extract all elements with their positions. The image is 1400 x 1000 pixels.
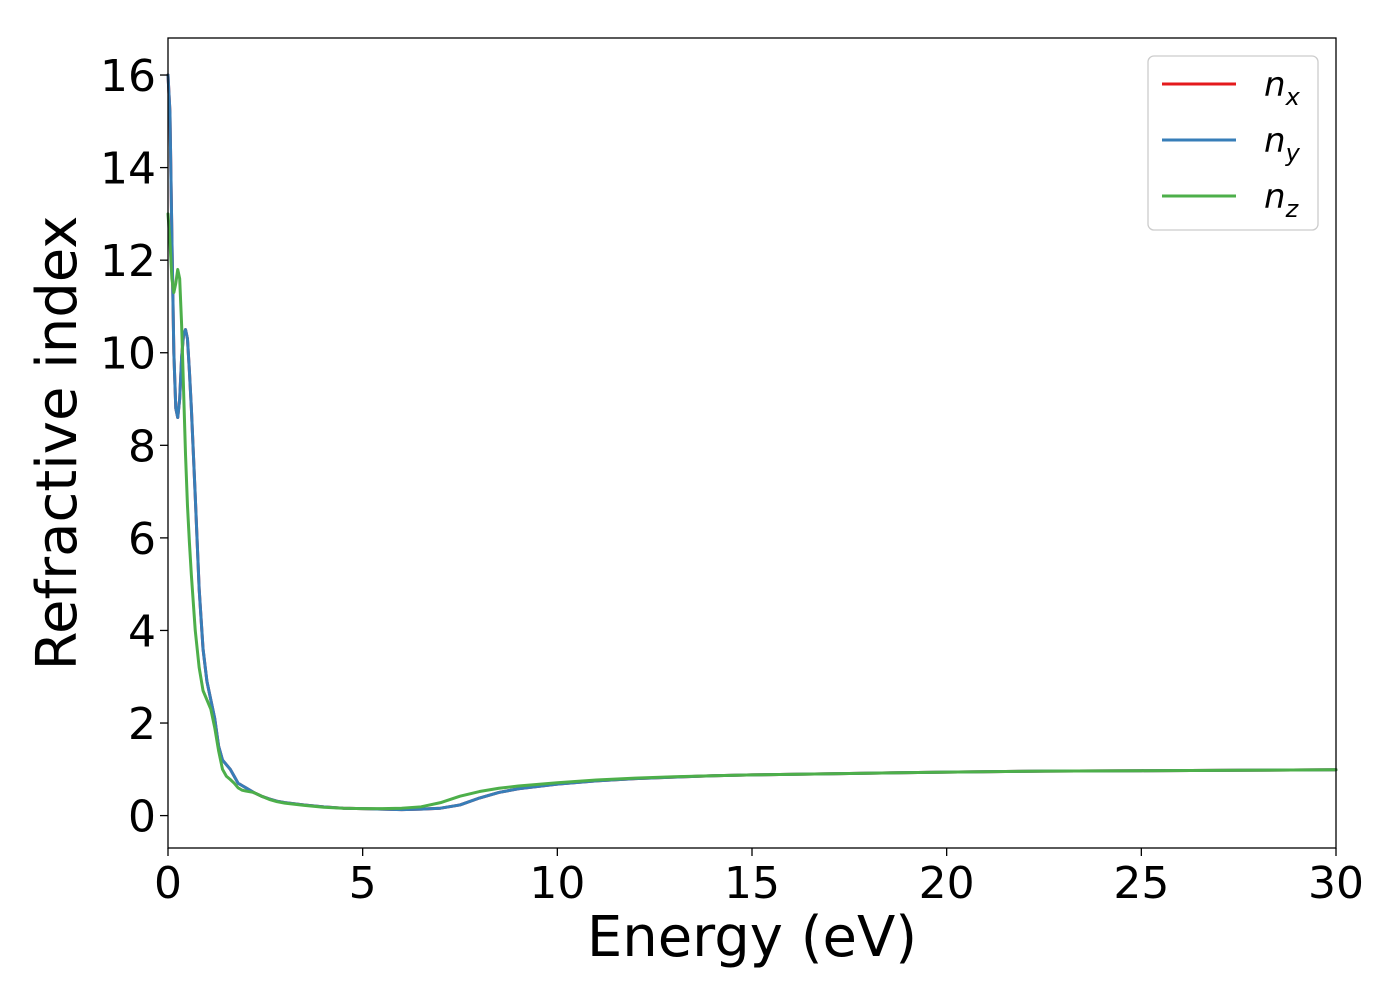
x-tick-label: 10 <box>529 858 585 909</box>
x-tick-label: 20 <box>919 858 975 909</box>
plot-lines <box>166 73 1338 812</box>
y-tick-label: 12 <box>100 236 156 287</box>
y-tick-label: 0 <box>128 792 156 843</box>
legend-box <box>1147 55 1319 231</box>
y-tick-label: 4 <box>128 606 156 657</box>
legend-label-nx: nx <box>1264 65 1301 111</box>
series-line-nz <box>166 212 1338 811</box>
y-axis-ticks: 0 2 4 6 8 10 12 14 16 <box>100 51 168 843</box>
y-tick-label: 16 <box>100 51 156 102</box>
y-tick-label: 8 <box>128 421 156 472</box>
y-tick-label: 2 <box>128 699 156 750</box>
x-tick-label: 15 <box>724 858 780 909</box>
y-tick-label: 10 <box>100 329 156 380</box>
x-axis-label: Energy (eV) <box>587 905 917 970</box>
legend-label-nz: nz <box>1264 177 1300 223</box>
x-tick-label: 25 <box>1113 858 1169 909</box>
legend: nx ny nz <box>1147 55 1319 231</box>
x-tick-label: 5 <box>349 858 377 909</box>
legend-label-ny: ny <box>1264 121 1301 167</box>
y-axis-label: Refractive index <box>25 216 90 671</box>
x-tick-label: 30 <box>1308 858 1364 909</box>
x-tick-label: 0 <box>154 858 182 909</box>
y-tick-label: 14 <box>100 144 156 195</box>
x-axis-ticks: 0 5 10 15 20 25 30 <box>154 848 1364 909</box>
y-tick-label: 6 <box>128 514 156 565</box>
